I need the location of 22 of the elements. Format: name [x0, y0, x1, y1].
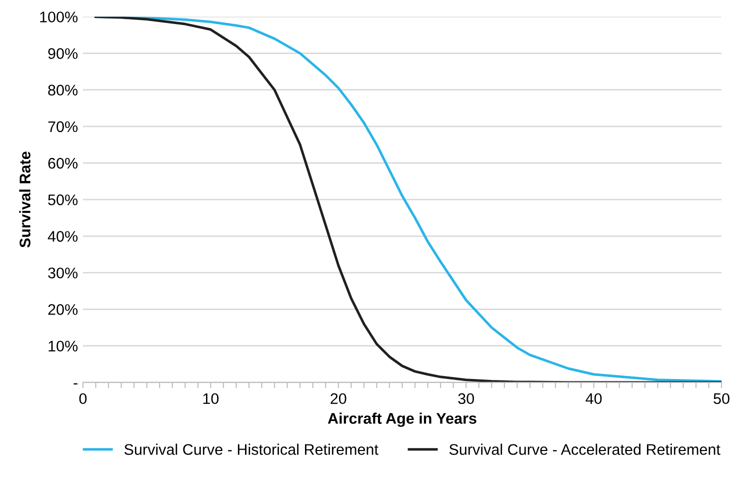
- legend-label: Survival Curve - Historical Retirement: [124, 444, 378, 455]
- y-tick-label: 90%: [48, 48, 78, 59]
- y-tick-label: 60%: [48, 158, 78, 169]
- y-axis-title: Survival Rate: [19, 152, 30, 248]
- x-tick-label: 10: [203, 393, 219, 404]
- x-tick-label: 0: [79, 393, 87, 404]
- y-tick-label: 40%: [48, 231, 78, 242]
- x-tick-label: 20: [330, 393, 346, 404]
- x-axis-title: Aircraft Age in Years: [328, 412, 476, 427]
- y-tick-label: 70%: [48, 121, 78, 132]
- y-tick-label: -: [74, 383, 78, 384]
- x-tick-label: 40: [586, 393, 602, 404]
- x-tick-label: 30: [458, 393, 474, 404]
- y-tick-label: 50%: [48, 194, 78, 206]
- x-tick-label: 50: [714, 393, 730, 404]
- y-tick-label: 10%: [48, 340, 78, 352]
- y-tick-label: 20%: [48, 304, 78, 315]
- y-tick-label: 80%: [48, 84, 78, 96]
- y-tick-label: 100%: [40, 12, 78, 22]
- legend-label: Survival Curve - Accelerated Retirement: [449, 444, 720, 455]
- line-series: [94, 16, 722, 382]
- y-tick-label: 30%: [48, 268, 78, 278]
